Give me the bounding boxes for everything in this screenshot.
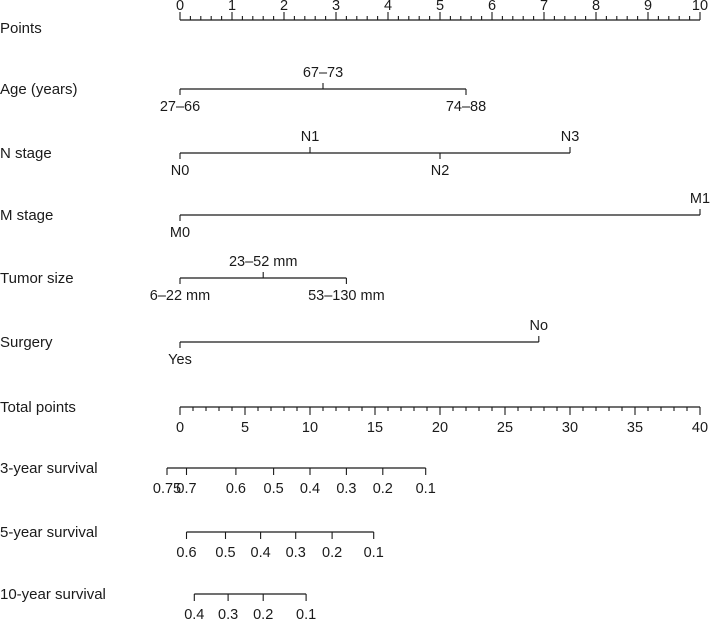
3-year-survival-tick-label: 0.1 <box>416 481 436 497</box>
3-year-survival-label: 3-year survival <box>0 460 98 477</box>
10-year-survival-tick-label: 0.4 <box>184 607 204 622</box>
3-year-survival-tick-label: 0.7 <box>176 481 196 497</box>
3-year-survival-tick-label: 0.75 <box>153 481 181 497</box>
10-year-survival-label: 10-year survival <box>0 586 106 603</box>
total-points-axis-tick-label: 30 <box>562 420 578 436</box>
3-year-survival-tick-label: 0.2 <box>373 481 393 497</box>
3-year-survival-tick-label: 0.4 <box>300 481 320 497</box>
points-axis-tick-label: 10 <box>692 0 708 14</box>
n-stage-level-label: N0 <box>171 163 190 179</box>
total-points-axis-tick-label: 5 <box>241 420 249 436</box>
total-points-axis-tick-label: 35 <box>627 420 643 436</box>
surgery-level-label: No <box>530 318 549 334</box>
3-year-survival-tick-label: 0.3 <box>336 481 356 497</box>
points-axis-tick-label: 9 <box>644 0 652 14</box>
tumor-size-label: Tumor size <box>0 270 74 287</box>
tumor-size-level-label: 23–52 mm <box>229 254 298 270</box>
n-stage-level-label: N3 <box>561 129 580 145</box>
10-year-survival-tick-label: 0.2 <box>253 607 273 622</box>
points-axis-label: Points <box>0 20 42 37</box>
5-year-survival-tick-label: 0.4 <box>251 545 271 561</box>
age-years-level-label: 27–66 <box>160 99 200 115</box>
5-year-survival-tick-label: 0.2 <box>322 545 342 561</box>
5-year-survival-tick-label: 0.3 <box>286 545 306 561</box>
points-axis-tick-label: 4 <box>384 0 392 14</box>
points-axis-tick-label: 8 <box>592 0 600 14</box>
points-axis-tick-label: 2 <box>280 0 288 14</box>
total-points-axis-tick-label: 0 <box>176 420 184 436</box>
n-stage-label: N stage <box>0 145 52 162</box>
3-year-survival-tick-label: 0.6 <box>226 481 246 497</box>
3-year-survival-tick-label: 0.5 <box>264 481 284 497</box>
total-points-axis-tick-label: 40 <box>692 420 708 436</box>
tumor-size-level-label: 6–22 mm <box>150 288 210 304</box>
points-axis-tick-label: 0 <box>176 0 184 14</box>
n-stage-level-label: N2 <box>431 163 450 179</box>
n-stage-level-label: N1 <box>301 129 320 145</box>
points-axis-tick-label: 1 <box>228 0 236 14</box>
tumor-size-level-label: 53–130 mm <box>308 288 385 304</box>
m-stage-level-label: M0 <box>170 225 190 241</box>
10-year-survival-tick-label: 0.1 <box>296 607 316 622</box>
total-points-axis-tick-label: 15 <box>367 420 383 436</box>
m-stage-label: M stage <box>0 207 53 224</box>
m-stage-level-label: M1 <box>690 191 710 207</box>
age-years-label: Age (years) <box>0 81 78 98</box>
surgery-level-label: Yes <box>168 352 192 368</box>
points-axis-tick-label: 3 <box>332 0 340 14</box>
5-year-survival-label: 5-year survival <box>0 524 98 541</box>
5-year-survival-tick-label: 0.5 <box>215 545 235 561</box>
points-axis-tick-label: 5 <box>436 0 444 14</box>
points-axis-tick-label: 6 <box>488 0 496 14</box>
total-points-axis-tick-label: 10 <box>302 420 318 436</box>
age-years-level-label: 67–73 <box>303 65 343 81</box>
5-year-survival-tick-label: 0.6 <box>176 545 196 561</box>
total-points-axis-tick-label: 25 <box>497 420 513 436</box>
5-year-survival-tick-label: 0.1 <box>364 545 384 561</box>
total-points-axis-label: Total points <box>0 399 76 416</box>
10-year-survival-tick-label: 0.3 <box>218 607 238 622</box>
total-points-axis-tick-label: 20 <box>432 420 448 436</box>
points-axis-tick-label: 7 <box>540 0 548 14</box>
surgery-label: Surgery <box>0 334 53 351</box>
age-years-level-label: 74–88 <box>446 99 486 115</box>
